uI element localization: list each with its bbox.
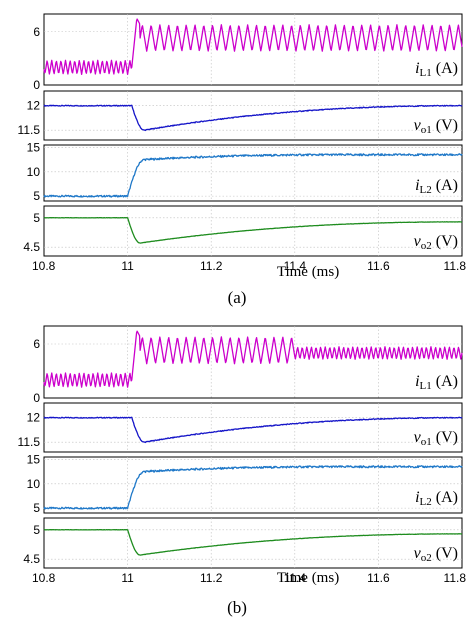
panel-vo2: 5 4.5 vo2 (V) 10.8 11 11.2 11.4 11.6 11.8 (23, 517, 467, 585)
y-tick-label: 5 (33, 523, 40, 537)
panel-vo1: 12 11.5 vo1 (V) (18, 402, 463, 453)
y-tick-label: 5 (33, 211, 40, 225)
signal-symbol: v (414, 545, 422, 562)
x-tick-label: 11.8 (444, 259, 467, 273)
signal-unit: (A) (432, 489, 458, 506)
x-tick-label: 11.6 (367, 571, 390, 585)
y-tick-label: 10 (27, 477, 41, 491)
signal-subscript: o2 (421, 552, 432, 564)
x-tick-label: 11 (121, 571, 134, 585)
panel-frame (43, 456, 463, 514)
x-tick-label: 10.8 (32, 259, 56, 273)
x-axis-label-a: Time (ms) (277, 264, 339, 280)
signal-unit: (A) (432, 373, 458, 390)
signal-subscript: L1 (420, 67, 432, 79)
subfigure-label-a: (a) (228, 288, 247, 307)
y-tick-label: 5 (33, 501, 40, 515)
y-tick-label: 6 (33, 25, 40, 39)
panel-iL1: 6 0 iL1 (A) (33, 325, 463, 405)
x-tick-label: 11.2 (200, 571, 223, 585)
signal-unit: (V) (432, 429, 458, 446)
panel-frame (43, 13, 463, 86)
x-tick-label: 10.8 (32, 571, 56, 585)
panel-iL2: 15 10 5 iL2 (A) (27, 140, 463, 203)
trace-vo1 (43, 104, 463, 132)
trace-iL1 (43, 330, 463, 388)
signal-symbol: v (414, 429, 422, 446)
trace-iL2 (43, 465, 463, 510)
signal-label-vo1: vo1 (V) (414, 117, 458, 136)
y-tick-label: 11.5 (18, 123, 41, 137)
signal-subscript: L1 (420, 380, 432, 392)
signal-symbol: i (415, 60, 419, 77)
signal-unit: (V) (432, 117, 458, 134)
signal-subscript: o1 (421, 436, 432, 448)
x-tick-label: 11.8 (444, 571, 467, 585)
signal-subscript: L2 (420, 184, 432, 196)
signal-subscript: o2 (421, 240, 432, 252)
signal-symbol: v (414, 233, 422, 250)
x-axis-label-b: Time (ms) (277, 570, 339, 586)
y-tick-label: 4.5 (23, 552, 40, 566)
y-tick-label: 4.5 (23, 240, 40, 254)
panel-iL2: 15 10 5 iL2 (A) (27, 452, 463, 515)
y-tick-label: 0 (33, 391, 40, 405)
signal-symbol: i (415, 489, 419, 506)
y-tick-label: 15 (27, 452, 41, 466)
y-tick-label: 5 (33, 189, 40, 203)
signal-label-iL1: iL1 (A) (415, 373, 458, 392)
x-tick-label: 11 (121, 259, 134, 273)
y-tick-label: 6 (33, 337, 40, 351)
x-tick-label: 11.6 (367, 259, 390, 273)
panel-frame (43, 325, 463, 399)
x-tick-label: 11.4 (284, 259, 307, 273)
signal-label-iL2: iL2 (A) (415, 177, 458, 196)
signal-symbol: v (414, 117, 422, 134)
signal-symbol: i (415, 177, 419, 194)
trace-vo1 (43, 416, 463, 444)
trace-iL2 (43, 153, 463, 198)
subfigure-label-b: (b) (227, 598, 247, 617)
signal-symbol: i (415, 373, 419, 390)
panel-vo2: 5 4.5 vo2 (V) 10.8 11 11.2 11.4 11.6 11.8 (23, 205, 467, 273)
signal-unit: (A) (432, 60, 458, 77)
signal-label-vo1: vo1 (V) (414, 429, 458, 448)
x-tick-label: 11.2 (200, 259, 223, 273)
signal-label-vo2: vo2 (V) (414, 233, 458, 252)
signal-unit: (A) (432, 177, 458, 194)
signal-unit: (V) (432, 233, 458, 250)
signal-label-iL2: iL2 (A) (415, 489, 458, 508)
y-tick-label: 0 (33, 78, 40, 92)
panel-frame (43, 90, 463, 141)
trace-vo2 (43, 528, 463, 556)
signal-unit: (V) (432, 545, 458, 562)
trace-vo2 (43, 216, 463, 244)
signal-subscript: L2 (420, 496, 432, 508)
signal-subscript: o1 (421, 124, 432, 136)
panel-iL1: 6 0 iL1 (A) (33, 13, 463, 92)
y-tick-label: 12 (27, 411, 41, 425)
y-tick-label: 11.5 (18, 435, 41, 449)
panel-frame (43, 205, 463, 257)
panel-vo1: 12 11.5 vo1 (V) (18, 90, 463, 141)
signal-label-vo2: vo2 (V) (414, 545, 458, 564)
y-tick-label: 12 (27, 99, 41, 113)
trace-iL1 (43, 18, 463, 75)
x-tick-label: 11.4 (284, 571, 307, 585)
y-tick-label: 10 (27, 165, 41, 179)
y-tick-label: 15 (27, 140, 41, 154)
signal-label-iL1: iL1 (A) (415, 60, 458, 79)
panel-frame (43, 517, 463, 569)
panel-frame (43, 144, 463, 202)
